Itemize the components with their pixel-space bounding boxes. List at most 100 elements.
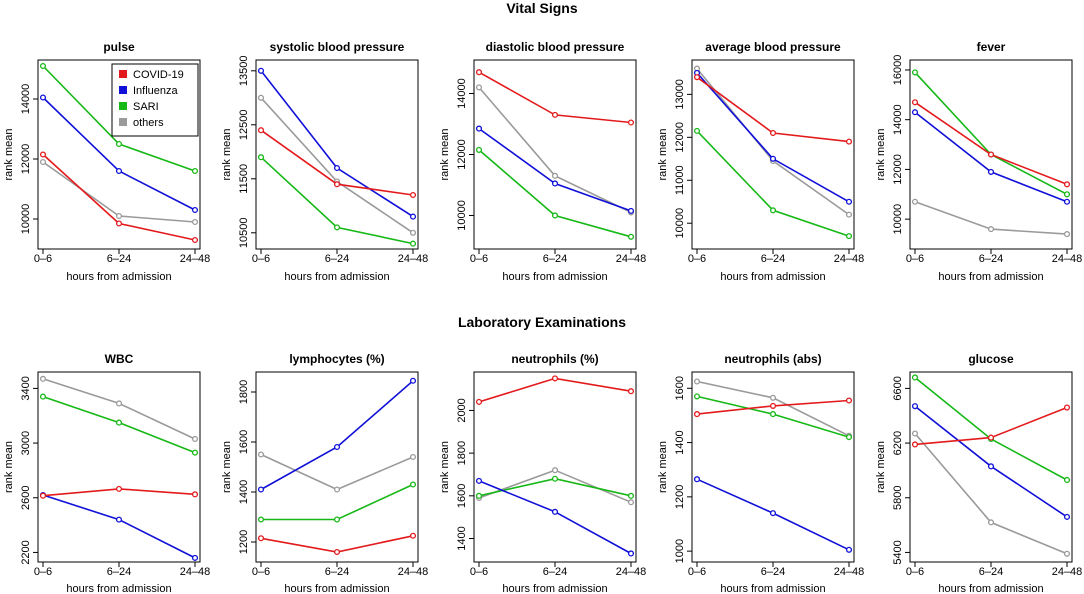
data-point-influenza bbox=[257, 486, 265, 493]
series-covid-19 bbox=[39, 485, 199, 499]
data-point-covid-19 bbox=[627, 388, 635, 395]
data-point-covid-19 bbox=[551, 111, 559, 118]
series-covid-19 bbox=[693, 397, 853, 418]
series-line-influenza bbox=[260, 70, 414, 218]
chart-panel-lymphocytes: lymphocytes (%) 0–6 6–24 24–48 hours from ad… bbox=[221, 352, 428, 594]
data-point-others bbox=[39, 158, 47, 166]
data-point-covid-19 bbox=[257, 535, 265, 542]
chart-panel-diastolic-blood-pressure: diastolic blood pressure 0–6 6–24 24–48 hour… bbox=[439, 40, 646, 283]
y-axis-label: rank mean bbox=[3, 441, 15, 493]
series-sari bbox=[475, 475, 635, 499]
series-line-sari bbox=[478, 149, 632, 238]
x-axis-label: hours from admission bbox=[720, 271, 825, 283]
chart-panel-glucose: glucose 0–6 6–24 24–48 hours from admission 5… bbox=[875, 352, 1082, 594]
y-tick-label: 12000 bbox=[456, 139, 468, 170]
data-point-covid-19 bbox=[987, 434, 995, 441]
data-point-covid-19 bbox=[115, 220, 123, 227]
y-tick-label: 10000 bbox=[674, 208, 686, 239]
data-point-others bbox=[911, 198, 919, 205]
data-point-influenza bbox=[257, 67, 265, 74]
data-point-influenza bbox=[911, 109, 919, 116]
x-tick-label: 0–6 bbox=[34, 566, 52, 578]
data-point-covid-19 bbox=[39, 492, 47, 499]
series-influenza bbox=[475, 477, 635, 557]
legend-label-influenza: Influenza bbox=[133, 85, 179, 97]
x-tick-label: 6–24 bbox=[761, 253, 785, 265]
x-tick-label: 6–24 bbox=[543, 566, 567, 578]
series-line-others bbox=[696, 68, 850, 216]
y-tick-label: 1400 bbox=[456, 526, 468, 550]
data-point-sari bbox=[627, 233, 635, 240]
plot-frame bbox=[473, 59, 637, 250]
y-axis-label: rank mean bbox=[221, 441, 233, 493]
y-tick-label: 3400 bbox=[20, 376, 32, 400]
data-point-sari bbox=[409, 481, 417, 488]
x-axis-label: hours from admission bbox=[720, 583, 825, 594]
plot-frame bbox=[691, 59, 855, 250]
y-tick-label: 14000 bbox=[20, 84, 32, 115]
series-influenza bbox=[693, 69, 853, 205]
data-point-covid-19 bbox=[191, 236, 199, 244]
data-point-sari bbox=[845, 434, 853, 441]
series-covid-19 bbox=[475, 69, 635, 126]
data-point-covid-19 bbox=[333, 181, 341, 188]
data-point-influenza bbox=[191, 554, 199, 561]
data-point-others bbox=[191, 218, 199, 226]
y-tick-label: 1200 bbox=[238, 530, 250, 554]
data-point-sari bbox=[333, 516, 341, 523]
series-covid-19 bbox=[257, 127, 417, 199]
y-tick-label: 2000 bbox=[456, 398, 468, 422]
x-tick-label: 0–6 bbox=[688, 566, 706, 578]
data-point-others bbox=[115, 212, 123, 220]
legend-swatch-covid-19 bbox=[119, 70, 127, 78]
data-point-covid-19 bbox=[845, 138, 853, 145]
y-tick-label: 10000 bbox=[456, 200, 468, 231]
data-point-covid-19 bbox=[475, 398, 483, 405]
x-axis-label: hours from admission bbox=[66, 583, 171, 594]
data-point-others bbox=[987, 226, 995, 233]
x-tick-label: 6–24 bbox=[107, 253, 131, 265]
series-sari bbox=[257, 154, 417, 247]
data-point-others bbox=[987, 519, 995, 526]
series-others bbox=[257, 451, 417, 493]
data-point-covid-19 bbox=[693, 411, 701, 418]
x-tick-label: 0–6 bbox=[252, 253, 270, 265]
data-point-covid-19 bbox=[409, 191, 417, 199]
x-axis-label: hours from admission bbox=[502, 271, 607, 283]
chart-panel-average-blood-pressure: average blood pressure 0–6 6–24 24–48 hours … bbox=[657, 40, 864, 283]
panel-title: diastolic blood pressure bbox=[486, 40, 625, 54]
data-point-sari bbox=[911, 374, 919, 381]
data-point-sari bbox=[191, 449, 199, 456]
legend-label-sari: SARI bbox=[133, 101, 159, 113]
x-tick-label: 24–48 bbox=[398, 566, 429, 578]
data-point-influenza bbox=[191, 206, 199, 214]
series-line-others bbox=[914, 432, 1068, 555]
y-tick-label: 14000 bbox=[456, 78, 468, 109]
data-point-sari bbox=[333, 224, 341, 231]
y-tick-label: 10000 bbox=[892, 204, 904, 235]
x-tick-label: 6–24 bbox=[979, 253, 1003, 265]
data-point-others bbox=[769, 394, 777, 401]
data-point-covid-19 bbox=[627, 119, 635, 126]
data-point-covid-19 bbox=[769, 402, 777, 409]
data-point-others bbox=[1063, 550, 1071, 557]
data-point-covid-19 bbox=[693, 74, 701, 81]
series-others bbox=[911, 430, 1071, 557]
y-tick-label: 12000 bbox=[674, 122, 686, 153]
y-tick-label: 10000 bbox=[20, 204, 32, 235]
data-point-sari bbox=[551, 212, 559, 219]
data-point-influenza bbox=[409, 213, 417, 220]
data-point-covid-19 bbox=[257, 127, 265, 134]
y-tick-label: 6600 bbox=[892, 376, 904, 400]
y-tick-label: 1600 bbox=[238, 430, 250, 454]
data-point-sari bbox=[409, 240, 417, 247]
x-tick-label: 0–6 bbox=[252, 566, 270, 578]
x-tick-label: 0–6 bbox=[906, 253, 924, 265]
legend-swatch-influenza bbox=[119, 86, 127, 94]
x-tick-label: 6–24 bbox=[979, 566, 1003, 578]
x-tick-label: 0–6 bbox=[34, 253, 52, 265]
y-tick-label: 1800 bbox=[456, 441, 468, 465]
data-point-covid-19 bbox=[911, 441, 919, 448]
y-tick-label: 11500 bbox=[238, 164, 250, 194]
